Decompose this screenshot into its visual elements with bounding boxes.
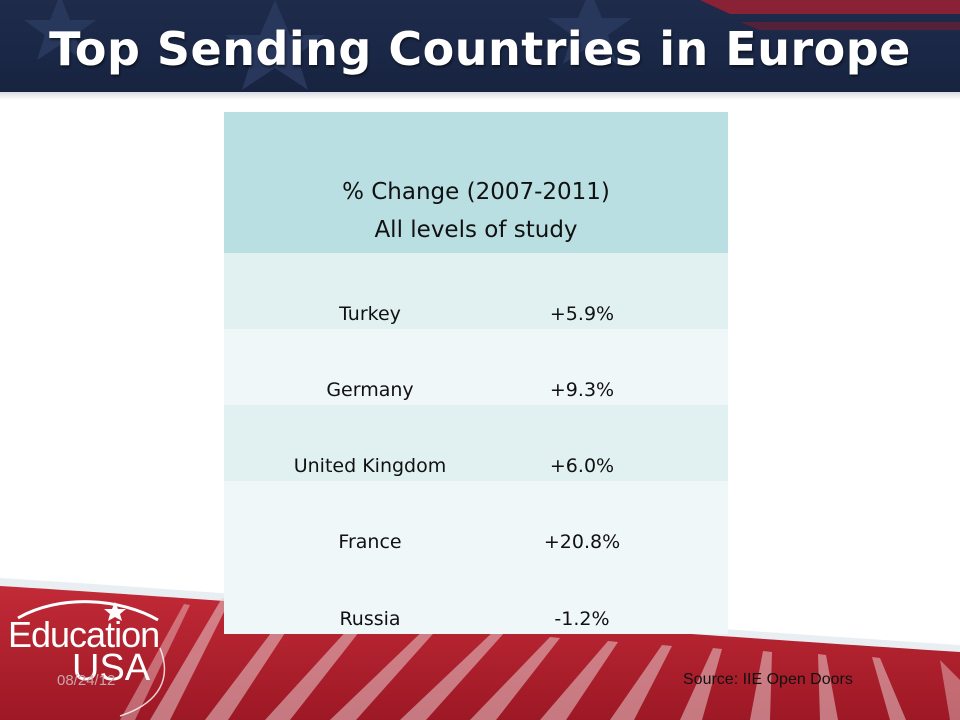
change-cell: +5.9% — [516, 253, 728, 329]
change-cell: +6.0% — [516, 405, 728, 481]
header-line-2: All levels of study — [374, 217, 578, 243]
country-cell: Germany — [224, 329, 516, 405]
table-row: France +20.8% — [224, 481, 728, 557]
country-cell: France — [224, 481, 516, 557]
country-cell: Turkey — [224, 253, 516, 329]
page-title: Top Sending Countries in Europe — [49, 22, 911, 76]
footer-stripes — [0, 578, 960, 720]
change-cell: -1.2% — [516, 557, 728, 634]
stars-background — [24, 0, 960, 90]
table-row: Turkey +5.9% — [224, 253, 728, 329]
source-note: Source: IIE Open Doors — [683, 671, 853, 688]
table-row: United Kingdom +6.0% — [224, 405, 728, 481]
star-swoosh-icon — [17, 600, 166, 717]
logo-word-usa: USA — [72, 647, 151, 689]
slide-date: 08/24/12 — [57, 672, 116, 689]
sending-countries-table: % Change (2007-2011) All levels of study… — [224, 112, 728, 634]
change-cell: +20.8% — [516, 481, 728, 557]
header-divider — [0, 92, 960, 100]
table-row: Germany +9.3% — [224, 329, 728, 405]
title-banner: Top Sending Countries in Europe — [0, 0, 960, 92]
table-row: Russia -1.2% — [224, 557, 728, 634]
country-cell: United Kingdom — [224, 405, 516, 481]
logo-word-education: Education — [8, 614, 160, 655]
table-header: % Change (2007-2011) All levels of study — [224, 112, 728, 253]
header-line-1: % Change (2007-2011) — [342, 179, 610, 205]
change-cell: +9.3% — [516, 329, 728, 405]
country-cell: Russia — [224, 557, 516, 634]
